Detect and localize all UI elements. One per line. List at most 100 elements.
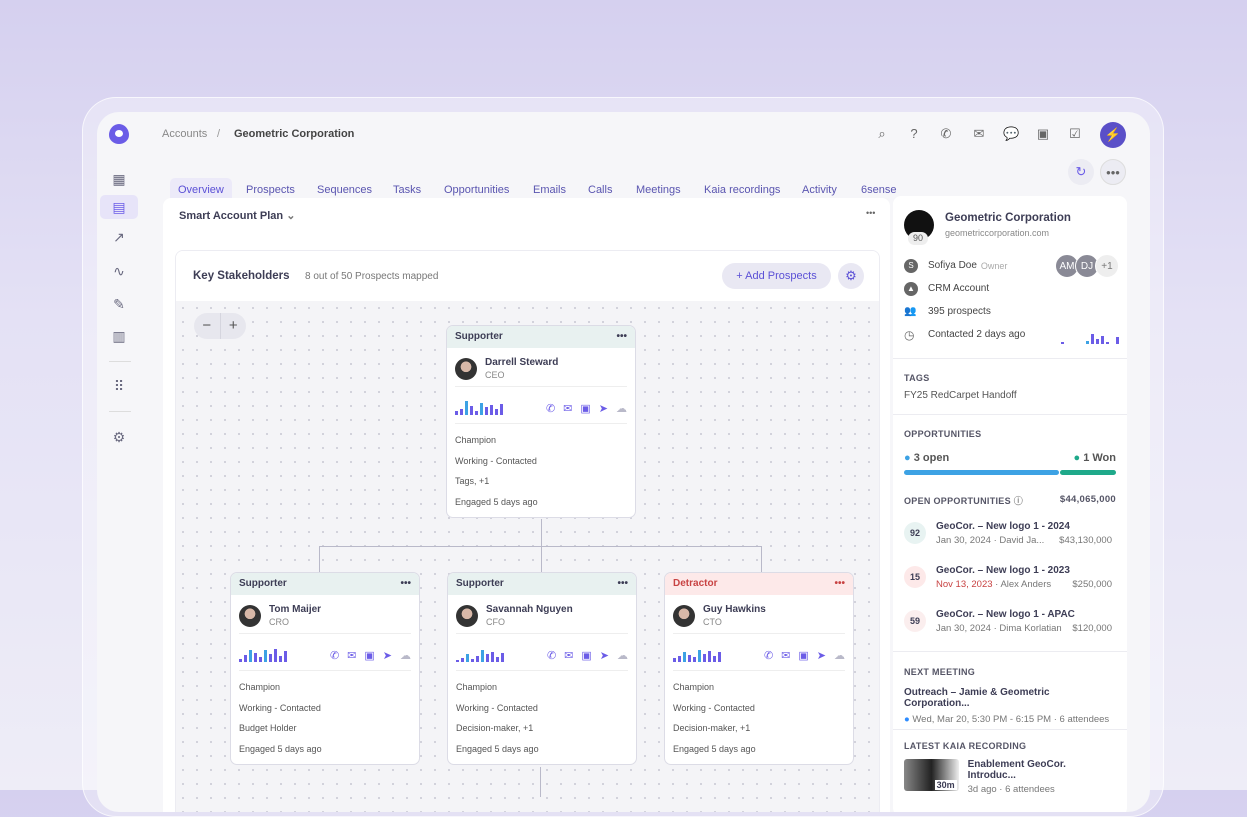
sequence-icon[interactable]: ▣: [798, 650, 809, 662]
opportunity-owner: Alex Anders: [1000, 578, 1052, 590]
mail-icon[interactable]: ✉: [973, 126, 985, 141]
breadcrumb-accounts[interactable]: Accounts: [162, 128, 208, 140]
bar-chart-icon[interactable]: ▥: [112, 328, 126, 344]
feather-icon[interactable]: ✎: [113, 296, 125, 312]
tab-prospects[interactable]: Prospects: [246, 184, 295, 196]
prospect-name[interactable]: Tom Maijer: [269, 604, 322, 615]
activity-bar: [718, 652, 721, 662]
stakeholder-card[interactable]: Supporter ••• Savannah Nguyen CFO ✆ ✉ ▣ ➤ ☁ Ch…: [447, 572, 637, 765]
help-icon[interactable]: ?: [910, 126, 918, 141]
mail-icon[interactable]: ✉: [781, 650, 791, 662]
won-count[interactable]: ● 1 Won: [1073, 452, 1116, 464]
crm-account-link[interactable]: CRM Account: [928, 283, 990, 294]
trend-icon[interactable]: ↗: [113, 229, 125, 245]
chat-icon[interactable]: 💬: [1003, 126, 1020, 141]
activity-bar: [254, 653, 257, 662]
opportunity-name[interactable]: GeoCor. – New logo 1 - APAC: [936, 608, 1075, 620]
card-more-button[interactable]: •••: [400, 578, 411, 589]
opportunity-name[interactable]: GeoCor. – New logo 1 - 2023: [936, 564, 1070, 576]
phone-icon[interactable]: ✆: [546, 650, 557, 662]
cloud-off-icon[interactable]: ☁: [834, 650, 845, 662]
recording-name[interactable]: Enablement GeoCor. Introduc...: [967, 759, 1066, 781]
account-domain[interactable]: geometriccorporation.com: [945, 228, 1050, 238]
gear-icon[interactable]: ⚙: [838, 263, 864, 289]
phone-icon[interactable]: ✆: [940, 126, 952, 141]
zoom-in-button[interactable]: +: [228, 317, 238, 334]
cloud-off-icon[interactable]: ☁: [616, 403, 627, 415]
prospect-attribute: Working - Contacted: [239, 702, 321, 713]
pulse-icon[interactable]: ∿: [113, 263, 125, 279]
opportunity-date: Nov 13, 2023: [936, 578, 993, 590]
phone-icon[interactable]: ✆: [763, 650, 774, 662]
tag-value[interactable]: FY25 RedCarpet Handoff: [904, 390, 1017, 401]
tab-activity[interactable]: Activity: [802, 184, 837, 196]
activity-bar: [455, 411, 458, 415]
zoom-out-button[interactable]: −: [194, 313, 221, 339]
tab-sequences[interactable]: Sequences: [317, 184, 373, 196]
card-more-button[interactable]: •••: [834, 578, 845, 589]
owner-name[interactable]: Sofiya Doe: [928, 260, 977, 271]
refresh-button[interactable]: ↻: [1068, 159, 1094, 185]
tab-opportunities[interactable]: Opportunities: [444, 184, 510, 196]
recording-thumbnail[interactable]: 30m: [904, 759, 959, 791]
prospect-name[interactable]: Darrell Steward: [485, 357, 559, 368]
tab-kaia-recordings[interactable]: Kaia recordings: [704, 184, 781, 196]
card-more-button[interactable]: •••: [616, 331, 627, 342]
add-prospects-button[interactable]: + Add Prospects: [722, 263, 831, 289]
search-icon[interactable]: ⌕: [878, 126, 886, 141]
sequence-icon[interactable]: ▣: [364, 650, 375, 662]
phone-icon[interactable]: ✆: [545, 403, 556, 415]
mail-icon[interactable]: ✉: [347, 650, 357, 662]
accounts-icon[interactable]: ▤: [112, 199, 126, 215]
tab-tasks[interactable]: Tasks: [393, 184, 422, 196]
send-icon[interactable]: ➤: [382, 650, 392, 662]
phone-icon[interactable]: ✆: [329, 650, 340, 662]
next-meeting-title: NEXT MEETING: [904, 667, 976, 677]
outreach-logo[interactable]: [109, 124, 129, 144]
breadcrumb-current: Geometric Corporation: [234, 128, 355, 140]
more-button[interactable]: •••: [1100, 159, 1126, 185]
opportunity-item[interactable]: 59 GeoCor. – New logo 1 - APAC Jan 30, 202…: [904, 599, 1116, 643]
cloud-off-icon[interactable]: ☁: [400, 650, 411, 662]
sequence-icon[interactable]: ▣: [581, 650, 592, 662]
prospect-name[interactable]: Guy Hawkins: [703, 604, 766, 615]
contacted-row: ◷ Contacted 2 days ago: [904, 323, 1119, 346]
tasks-icon[interactable]: ☑: [1069, 126, 1081, 141]
kaia-avatar[interactable]: ⚡: [1100, 122, 1126, 148]
smart-account-plan-dropdown[interactable]: Smart Account Plan ⌄: [179, 209, 295, 222]
mail-icon[interactable]: ✉: [563, 403, 573, 415]
send-icon[interactable]: ➤: [816, 650, 826, 662]
settings-icon[interactable]: ⚙: [112, 429, 126, 445]
calendar-icon[interactable]: ▣: [1036, 126, 1050, 141]
prospect-name[interactable]: Savannah Nguyen: [486, 604, 573, 615]
cloud-off-icon[interactable]: ☁: [617, 650, 628, 662]
send-icon[interactable]: ➤: [598, 403, 608, 415]
tab-6sense[interactable]: 6sense: [861, 184, 897, 196]
stakeholder-role: Supporter •••: [447, 326, 635, 348]
meeting-name[interactable]: Outreach – Jamie & Geometric Corporation…: [904, 687, 1050, 709]
stakeholder-card[interactable]: Supporter ••• Darrell Steward CEO ✆ ✉ ▣ ➤ ☁ Ch…: [446, 325, 636, 518]
apps-grid-icon[interactable]: ⠿: [113, 378, 125, 394]
send-icon[interactable]: ➤: [599, 650, 609, 662]
opportunity-name[interactable]: GeoCor. – New logo 1 - 2024: [936, 520, 1070, 532]
org-chart-canvas[interactable]: − + Supporter ••• Darrell Steward CEO ✆ ✉ ▣ ➤…: [176, 301, 879, 812]
prospect-attribute: Champion: [673, 682, 715, 692]
tab-emails[interactable]: Emails: [533, 184, 567, 196]
team-avatars[interactable]: AM DJ +1: [1055, 253, 1119, 278]
stakeholder-card[interactable]: Supporter ••• Tom Maijer CRO ✆ ✉ ▣ ➤ ☁ Champio…: [230, 572, 420, 765]
stakeholder-card[interactable]: Detractor ••• Guy Hawkins CTO ✆ ✉ ▣ ➤ ☁ Champi…: [664, 572, 854, 765]
tab-meetings[interactable]: Meetings: [636, 184, 681, 196]
card-more-button[interactable]: •••: [617, 578, 628, 589]
dashboard-icon[interactable]: ▦: [112, 171, 126, 187]
tab-calls[interactable]: Calls: [588, 184, 613, 196]
prospects-count[interactable]: 395 prospects: [928, 306, 991, 317]
prospect-attribute: Champion: [455, 435, 497, 445]
plan-more-button[interactable]: •••: [866, 208, 876, 218]
prospect-attribute: Engaged 5 days ago: [455, 496, 538, 507]
open-count[interactable]: ● 3 open: [904, 452, 950, 464]
opportunity-item[interactable]: 92 GeoCor. – New logo 1 - 2024 Jan 30, 202…: [904, 511, 1116, 555]
mail-icon[interactable]: ✉: [564, 650, 574, 662]
team-avatar[interactable]: +1: [1095, 253, 1119, 278]
opportunity-item[interactable]: 15 GeoCor. – New logo 1 - 2023 Nov 13, 202…: [904, 555, 1116, 599]
sequence-icon[interactable]: ▣: [580, 403, 591, 415]
